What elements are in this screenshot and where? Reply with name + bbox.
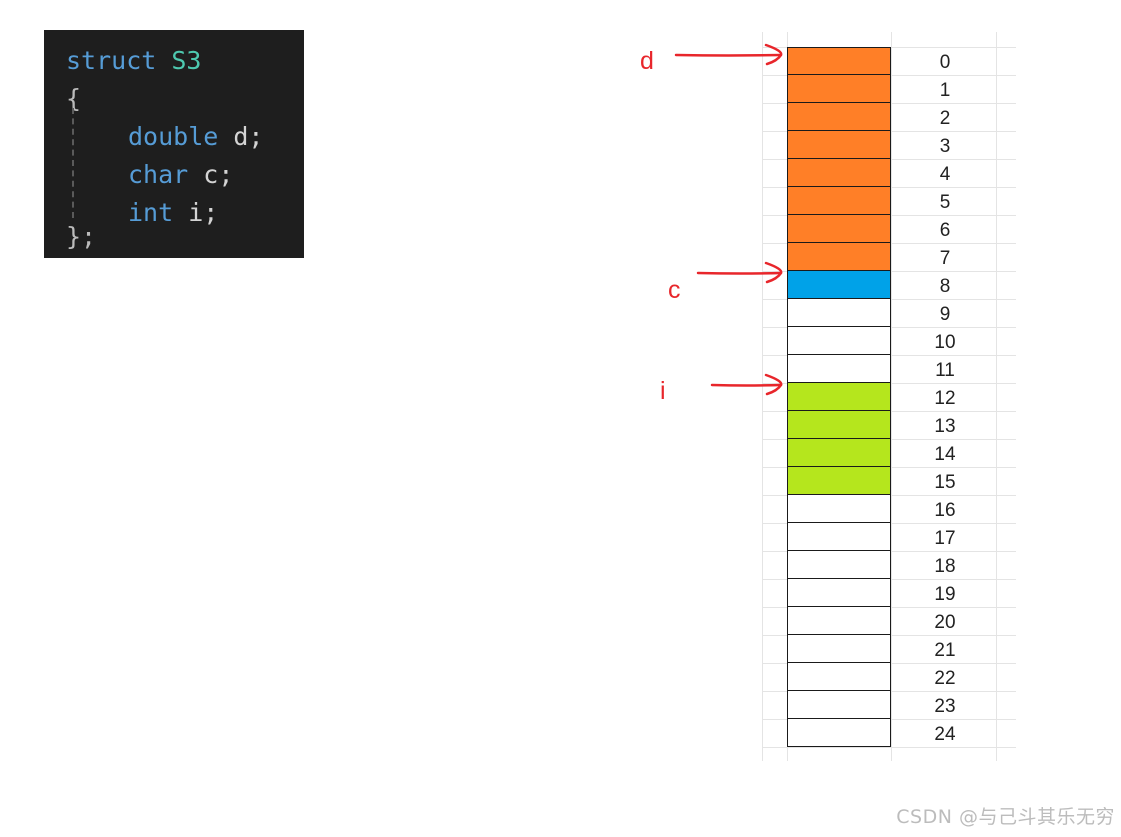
memory-byte-cell bbox=[787, 523, 891, 551]
memory-byte-cell bbox=[787, 663, 891, 691]
memory-byte-cell bbox=[787, 439, 891, 467]
pointer-arrow-line bbox=[674, 53, 783, 57]
pointer-label-d: d bbox=[640, 47, 654, 75]
memory-byte-cell bbox=[787, 187, 891, 215]
grid-line-vertical bbox=[891, 32, 892, 761]
memory-byte-cell bbox=[787, 607, 891, 635]
memory-byte-cell bbox=[787, 159, 891, 187]
byte-offset-label: 18 bbox=[934, 556, 956, 577]
byte-offset-label: 9 bbox=[939, 304, 951, 325]
memory-byte-cell bbox=[787, 131, 891, 159]
byte-offset-label: 10 bbox=[934, 332, 956, 353]
byte-offset-label: 13 bbox=[934, 416, 956, 437]
code-keyword-struct: struct bbox=[66, 46, 157, 75]
grid-line-vertical bbox=[996, 32, 997, 761]
indent-guide bbox=[72, 108, 74, 218]
code-type-double: double bbox=[128, 122, 219, 151]
byte-offset-label: 0 bbox=[939, 52, 951, 73]
byte-offset-label: 17 bbox=[934, 528, 956, 549]
memory-byte-cell bbox=[787, 327, 891, 355]
byte-offset-label: 6 bbox=[939, 220, 951, 241]
byte-offset-label: 23 bbox=[934, 696, 956, 717]
memory-byte-cell bbox=[787, 299, 891, 327]
code-member-d: d; bbox=[218, 122, 264, 151]
byte-offset-label: 1 bbox=[939, 80, 951, 101]
byte-offset-label: 11 bbox=[935, 360, 955, 381]
pointer-arrow-head bbox=[764, 373, 783, 396]
code-line-double: double d; bbox=[128, 118, 263, 156]
memory-byte-cell bbox=[787, 719, 891, 747]
byte-offset-label: 24 bbox=[934, 724, 956, 745]
byte-offset-label: 16 bbox=[934, 500, 956, 521]
byte-offset-label: 22 bbox=[934, 668, 956, 689]
pointer-label-c: c bbox=[668, 276, 681, 304]
code-type-int: int bbox=[128, 198, 174, 227]
memory-byte-cell bbox=[787, 383, 891, 411]
code-type-char: char bbox=[128, 160, 189, 189]
byte-offset-label: 5 bbox=[939, 192, 951, 213]
memory-byte-cell bbox=[787, 467, 891, 495]
byte-offset-label: 20 bbox=[934, 612, 956, 633]
memory-byte-cell bbox=[787, 411, 891, 439]
code-line-struct: struct S3 bbox=[66, 42, 201, 80]
code-line-char: char c; bbox=[128, 156, 233, 194]
byte-offset-label: 15 bbox=[934, 472, 956, 493]
byte-offset-label: 2 bbox=[939, 108, 951, 129]
pointer-label-i: i bbox=[660, 377, 666, 405]
pointer-arrow-head bbox=[764, 261, 783, 284]
byte-offset-label: 7 bbox=[939, 248, 951, 269]
byte-offset-label: 14 bbox=[934, 444, 956, 465]
byte-offset-label: 12 bbox=[934, 388, 956, 409]
code-open-brace: { bbox=[66, 84, 82, 113]
memory-byte-cell bbox=[787, 75, 891, 103]
memory-byte-cell bbox=[787, 551, 891, 579]
byte-offset-label: 4 bbox=[939, 164, 951, 185]
byte-offset-label: 19 bbox=[934, 584, 956, 605]
code-member-i: i; bbox=[173, 198, 219, 227]
memory-byte-cell bbox=[787, 215, 891, 243]
memory-byte-cell bbox=[787, 635, 891, 663]
byte-offset-label: 8 bbox=[939, 276, 951, 297]
code-line-int: int i; bbox=[128, 194, 218, 232]
byte-offset-label: 3 bbox=[939, 136, 951, 157]
memory-byte-cell bbox=[787, 495, 891, 523]
pointer-arrow-line bbox=[696, 271, 783, 275]
memory-byte-cell bbox=[787, 691, 891, 719]
code-close-brace: }; bbox=[66, 222, 97, 251]
pointer-arrow-line bbox=[710, 383, 783, 387]
memory-byte-cell bbox=[787, 103, 891, 131]
byte-offset-label: 21 bbox=[934, 640, 956, 661]
watermark: CSDN @与己斗其乐无穷 bbox=[896, 806, 1115, 828]
memory-byte-cell bbox=[787, 271, 891, 299]
grid-line-horizontal bbox=[762, 747, 1016, 748]
code-struct-name: S3 bbox=[171, 46, 202, 75]
code-snippet: struct S3 { double d; char c; int i; }; bbox=[44, 30, 304, 258]
code-member-c: c; bbox=[188, 160, 234, 189]
memory-byte-cell bbox=[787, 243, 891, 271]
memory-byte-cell bbox=[787, 47, 891, 75]
grid-line-vertical bbox=[762, 32, 763, 761]
memory-byte-cell bbox=[787, 579, 891, 607]
memory-byte-cell bbox=[787, 355, 891, 383]
pointer-arrow-head bbox=[764, 43, 783, 66]
